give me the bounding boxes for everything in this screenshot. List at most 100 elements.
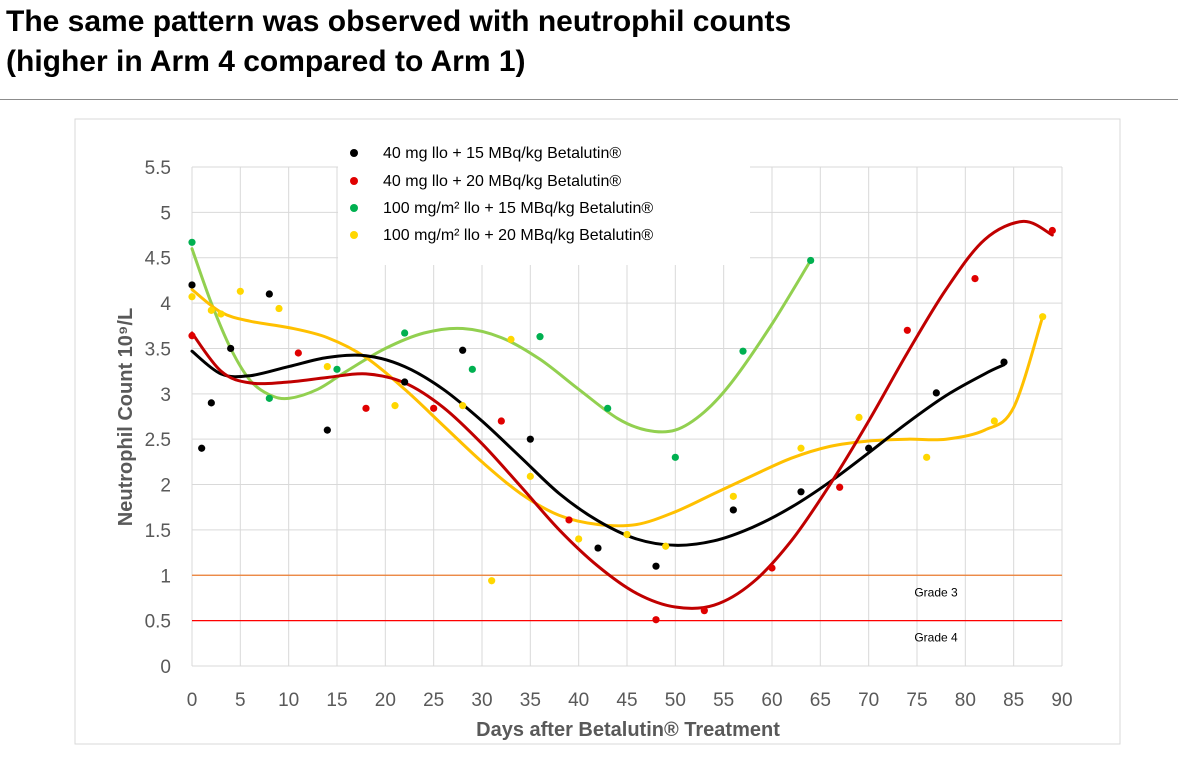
legend-background <box>338 140 750 265</box>
point-series-4 <box>507 335 515 343</box>
slide-title-line-2: (higher in Arm 4 compared to Arm 1) <box>6 45 526 78</box>
x-tick-label: 55 <box>713 690 734 711</box>
point-series-1 <box>207 399 215 407</box>
point-series-4 <box>575 535 583 543</box>
tick-labels: 0 5 10 15 20 25 30 35 40 45 50 55 60 65 70 75 80 85 9000.5… <box>145 158 1073 711</box>
point-series-1 <box>526 435 534 443</box>
point-series-2 <box>652 616 660 624</box>
trendline-series-3 <box>190 247 813 434</box>
reference-lines: Grade 3 Grade 4 <box>192 574 1062 645</box>
x-tick-label: 50 <box>665 690 686 711</box>
y-tick-label: 3.5 <box>145 339 171 360</box>
y-tick-label: 3 <box>160 385 171 406</box>
point-series-1 <box>188 281 196 289</box>
point-series-3 <box>401 329 409 337</box>
point-series-1 <box>1000 358 1008 366</box>
point-series-1 <box>323 426 331 434</box>
x-tick-label: 40 <box>568 690 589 711</box>
legend-marker-series-4 <box>350 231 358 239</box>
point-series-3 <box>188 238 196 246</box>
x-tick-label: 0 <box>187 690 198 711</box>
y-tick-label: 0.5 <box>145 612 171 633</box>
x-tick-label: 75 <box>906 690 927 711</box>
point-series-2 <box>903 326 911 334</box>
point-series-3 <box>671 453 679 461</box>
point-series-2 <box>294 349 302 357</box>
point-series-2 <box>836 483 844 491</box>
point-series-3 <box>333 365 341 373</box>
legend-label-series-4: 100 mg/m² llo + 20 MBq/kg Betalutin® <box>383 227 653 244</box>
point-series-2 <box>188 332 196 340</box>
x-axis-title: Days after Betalutin® Treatment <box>476 719 780 741</box>
point-series-4 <box>323 363 331 371</box>
legend-marker-series-3 <box>350 204 358 212</box>
x-tick-label: 30 <box>471 690 492 711</box>
x-tick-label: 25 <box>423 690 444 711</box>
point-series-1 <box>652 562 660 570</box>
trendline-series-4 <box>190 288 1045 528</box>
x-tick-label: 80 <box>955 690 976 711</box>
point-series-4 <box>188 293 196 301</box>
point-series-4 <box>923 453 931 461</box>
slide-title-line-1: The same pattern was observed with neutr… <box>6 5 792 38</box>
y-tick-label: 2.5 <box>145 430 171 451</box>
point-series-1 <box>932 389 940 397</box>
point-series-1 <box>265 290 273 298</box>
trendline-series-2 <box>190 219 1054 610</box>
point-series-2 <box>700 607 708 615</box>
x-tick-label: 45 <box>616 690 637 711</box>
x-tick-label: 5 <box>235 690 246 711</box>
point-series-2 <box>430 404 438 412</box>
point-series-4 <box>623 530 631 539</box>
point-series-4 <box>990 417 998 425</box>
y-tick-label: 0 <box>160 657 171 678</box>
y-tick-label: 1 <box>160 566 171 587</box>
point-series-3 <box>604 404 612 412</box>
legend-label-series-1: 40 mg llo + 15 MBq/kg Betalutin® <box>383 145 621 162</box>
point-series-3 <box>536 333 544 341</box>
legend-label-series-2: 40 mg llo + 20 MBq/kg Betalutin® <box>383 173 621 190</box>
point-series-2 <box>565 516 573 524</box>
x-tick-label: 35 <box>520 690 541 711</box>
point-series-1 <box>198 444 206 452</box>
y-tick-label: 1.5 <box>145 521 171 542</box>
x-tick-label: 90 <box>1051 690 1072 711</box>
y-tick-label: 5.5 <box>145 158 171 179</box>
y-tick-label: 5 <box>160 203 171 224</box>
point-series-1 <box>594 544 602 552</box>
x-tick-label: 10 <box>278 690 299 711</box>
x-tick-label: 85 <box>1003 690 1024 711</box>
point-series-2 <box>768 564 776 572</box>
point-series-2 <box>362 404 370 412</box>
point-series-1 <box>401 378 409 386</box>
legend-marker-series-2 <box>350 177 358 185</box>
trendline-series-1 <box>190 349 1006 547</box>
legend: 40 mg llo + 15 MBq/kg Betalutin® 40 mg ll… <box>338 140 750 265</box>
title-divider <box>0 99 1178 100</box>
point-series-3 <box>807 256 815 265</box>
y-tick-label: 4 <box>160 294 171 315</box>
point-series-3 <box>265 394 273 402</box>
point-series-4 <box>459 402 467 410</box>
y-tick-label: 4.5 <box>145 249 171 270</box>
point-series-4 <box>217 310 225 318</box>
reference-label: Grade 4 <box>914 631 958 645</box>
point-series-4 <box>729 492 737 500</box>
point-series-4 <box>236 287 244 295</box>
data-points <box>188 226 1056 624</box>
x-tick-label: 70 <box>858 690 879 711</box>
point-series-4 <box>797 444 805 452</box>
legend-label-series-3: 100 mg/m² llo + 15 MBq/kg Betalutin® <box>383 200 653 217</box>
point-series-4 <box>488 577 496 585</box>
x-tick-label: 60 <box>761 690 782 711</box>
x-tick-label: 65 <box>810 690 831 711</box>
point-series-3 <box>468 365 476 373</box>
point-series-2 <box>971 274 979 283</box>
trend-lines <box>190 219 1054 610</box>
x-tick-label: 15 <box>326 690 347 711</box>
point-series-4 <box>526 472 534 480</box>
point-series-1 <box>865 444 873 452</box>
slide-title: The same pattern was observed with neutr… <box>6 2 791 82</box>
point-series-2 <box>1048 226 1056 235</box>
y-tick-label: 2 <box>160 476 171 497</box>
